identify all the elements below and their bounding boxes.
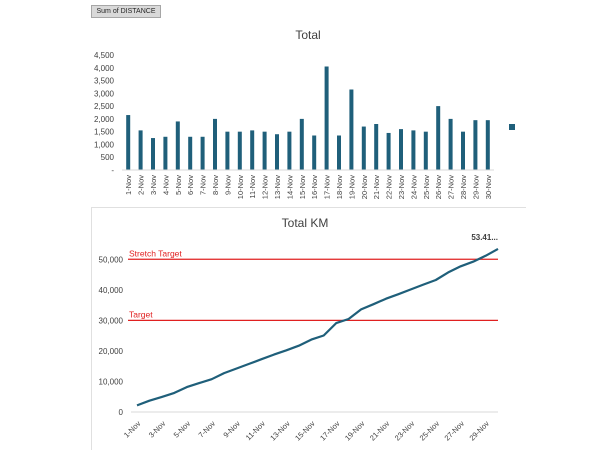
y-tick-label: 1,000	[94, 140, 115, 149]
bar	[138, 130, 143, 170]
x-tick-label: 7-Nov	[199, 175, 208, 195]
bar	[473, 120, 478, 170]
bar	[225, 131, 230, 170]
x-tick-label: 21-Nov	[372, 175, 381, 199]
y-tick-label: 2,000	[94, 115, 115, 124]
x-tick-label: 1-Nov	[124, 175, 133, 195]
bar	[448, 118, 453, 170]
x-tick-label: 15-Nov	[298, 175, 307, 199]
legend-marker	[509, 124, 515, 130]
x-tick-label: 24-Nov	[409, 175, 418, 199]
x-tick-label: 3-Nov	[149, 175, 158, 195]
x-tick-label: 5-Nov	[174, 175, 183, 195]
y-tick-label: 4,000	[94, 64, 115, 73]
bar	[374, 124, 379, 170]
bar	[151, 138, 155, 170]
bar	[237, 131, 242, 170]
x-tick-label: 17-Nov	[323, 175, 332, 199]
y-tick-label: 3,500	[94, 77, 115, 86]
bar	[163, 136, 168, 170]
bar	[411, 130, 416, 170]
bar	[275, 134, 279, 170]
bar	[423, 131, 428, 170]
bar	[349, 89, 354, 170]
chart-title: Total	[295, 28, 320, 42]
x-tick-label: 30-Nov	[484, 175, 493, 199]
y-tick-label: 3,000	[94, 89, 115, 98]
x-tick-label: 19-Nov	[347, 175, 356, 199]
x-tick-label: 16-Nov	[310, 175, 319, 199]
bar	[337, 135, 341, 170]
x-tick-label: 2-Nov	[137, 175, 146, 195]
bar	[485, 120, 490, 170]
bar	[299, 118, 304, 170]
bar	[324, 66, 329, 170]
bar	[200, 136, 205, 170]
x-tick-label: 11-Nov	[248, 175, 257, 199]
y-tick-label: 500	[101, 153, 115, 162]
x-tick-label: 6-Nov	[186, 175, 195, 195]
x-tick-label: 23-Nov	[397, 175, 406, 199]
x-tick-label: 13-Nov	[273, 175, 282, 199]
x-tick-label: 26-Nov	[434, 175, 443, 199]
x-tick-label: 12-Nov	[261, 175, 270, 199]
bar-chart-total: Total - 500 1,000 1,500 2,000 2,500 3,000 3,500 4…	[94, 28, 515, 199]
bar	[126, 115, 131, 170]
pivot-field-button[interactable]: Sum of DISTANCE	[91, 5, 161, 18]
x-tick-label: 20-Nov	[360, 175, 369, 199]
bar	[312, 135, 317, 170]
bar	[250, 130, 255, 170]
bar	[188, 136, 193, 170]
bar	[461, 131, 465, 170]
x-tick-label: 4-Nov	[161, 175, 170, 195]
bar	[399, 129, 403, 170]
x-tick-label: 14-Nov	[285, 175, 294, 199]
x-tick-label: 9-Nov	[223, 175, 232, 195]
x-tick-label: 8-Nov	[211, 175, 220, 195]
x-tick-label: 28-Nov	[459, 175, 468, 199]
x-tick-label: 29-Nov	[471, 175, 480, 199]
bar	[175, 121, 180, 170]
bar	[436, 106, 441, 170]
bar	[287, 131, 292, 170]
x-tick-label: 27-Nov	[447, 175, 456, 199]
x-tick-label: 10-Nov	[236, 175, 245, 199]
bar	[262, 131, 267, 170]
bar	[361, 126, 366, 170]
y-tick-label: 2,500	[94, 102, 115, 111]
y-tick-label: 4,500	[94, 51, 115, 60]
y-tick-label: -	[111, 166, 114, 175]
line-chart-frame[interactable]	[91, 207, 526, 450]
x-tick-label: 25-Nov	[422, 175, 431, 199]
bar	[213, 118, 217, 170]
bar	[386, 132, 391, 170]
x-tick-label: 22-Nov	[385, 175, 394, 199]
x-tick-label: 18-Nov	[335, 175, 344, 199]
y-tick-label: 1,500	[94, 128, 115, 137]
